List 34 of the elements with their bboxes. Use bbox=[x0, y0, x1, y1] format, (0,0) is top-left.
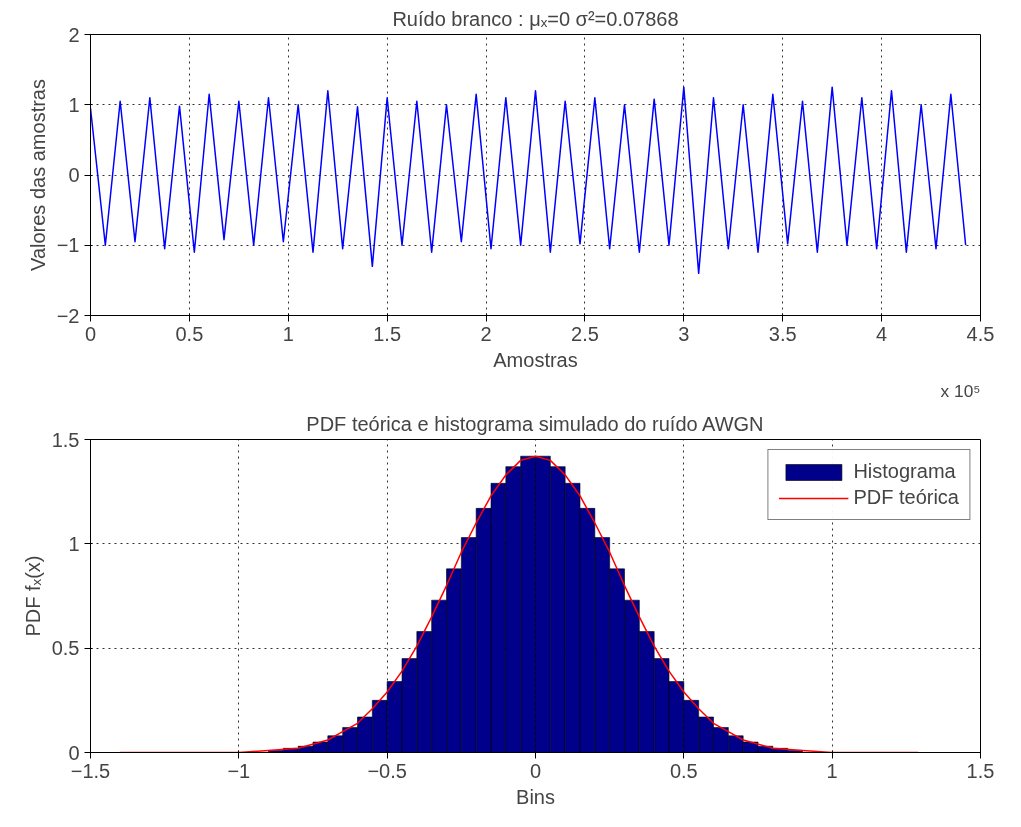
y-axis-title: Valores das amostras bbox=[26, 79, 49, 271]
x-tick-label: 1 bbox=[826, 759, 838, 782]
x-tick-label: 1.5 bbox=[966, 759, 995, 782]
line-series bbox=[90, 86, 967, 275]
y-tick-label: 1 bbox=[68, 93, 80, 116]
y-tick-label: 1 bbox=[68, 532, 80, 555]
x-axis-title: Amostras bbox=[493, 348, 578, 371]
x-tick-label: 1.5 bbox=[373, 322, 402, 345]
x-tick-label: 3 bbox=[678, 322, 690, 345]
text: x 10⁵ bbox=[940, 380, 981, 401]
x-tick-label: 2 bbox=[480, 322, 492, 345]
y-tick-label: −2 bbox=[56, 304, 80, 327]
y-axis-title: PDF fₓ(x) bbox=[21, 555, 44, 637]
x-tick-label: 2.5 bbox=[571, 322, 599, 345]
x-tick-label: 1 bbox=[282, 322, 294, 345]
x-tick-label: 4 bbox=[876, 322, 888, 345]
legend-label: Histograma bbox=[853, 460, 956, 483]
legend-label: PDF teórica bbox=[853, 486, 959, 509]
y-tick-label: 0 bbox=[68, 164, 80, 186]
x-tick-label: 0 bbox=[84, 322, 97, 345]
y-tick-label: 2 bbox=[68, 23, 80, 46]
y-tick-label: −1 bbox=[56, 234, 80, 257]
x-tick-label: 4.5 bbox=[966, 322, 995, 345]
x-axis-title: Bins bbox=[516, 785, 555, 808]
chart-title: Ruído branco : μₓ=0 σ²=0.07868 bbox=[392, 7, 679, 30]
x-tick-label: 3.5 bbox=[768, 322, 797, 345]
x-tick-label: −1 bbox=[227, 759, 251, 782]
y-tick-label: 0.5 bbox=[51, 637, 80, 660]
x-tick-label: 0 bbox=[529, 759, 542, 782]
chart-title: PDF teórica e histograma simulado do ruído AWGN bbox=[306, 412, 764, 435]
x-tick-label: 0.5 bbox=[175, 322, 204, 345]
x-tick-label: −0.5 bbox=[367, 759, 407, 782]
x-tick-label: 0.5 bbox=[669, 759, 698, 782]
y-tick-label: 1.5 bbox=[51, 428, 80, 451]
